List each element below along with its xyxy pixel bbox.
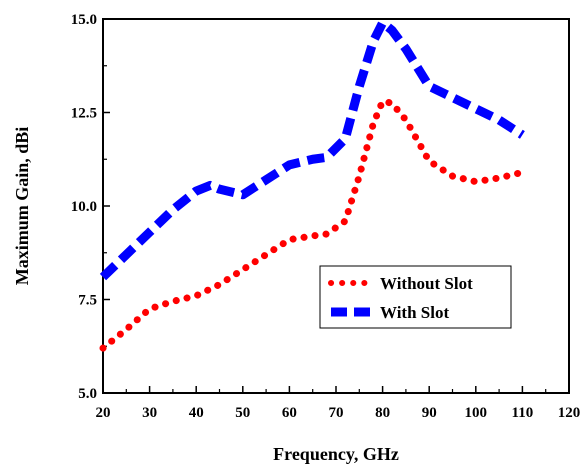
x-tick-label: 110	[512, 405, 534, 421]
legend-label-without-slot: Without Slot	[380, 274, 473, 293]
x-tick-label: 20	[96, 405, 111, 421]
legend: Without Slot With Slot	[319, 265, 512, 329]
y-tick-label: 15.0	[71, 12, 97, 28]
x-axis-title: Frequency, GHz	[273, 444, 399, 464]
x-tick-label: 70	[329, 405, 344, 421]
x-tick-label: 80	[375, 405, 390, 421]
series-line-without-slot	[99, 97, 526, 352]
series-line-with-slot	[99, 18, 525, 281]
x-tick-label: 40	[189, 405, 204, 421]
y-tick-label: 5.0	[78, 386, 97, 402]
legend-box	[319, 265, 512, 329]
y-tick-label: 12.5	[71, 106, 97, 122]
x-tick-label: 90	[422, 405, 437, 421]
axis-ticks: 20 30 40 50 60 70 80 90 100 110 120 5.0 7.5 10.0 12.5 1…	[71, 12, 581, 421]
x-tick-label: 60	[282, 405, 297, 421]
y-tick-label: 7.5	[78, 293, 97, 309]
x-tick-label: 50	[235, 405, 250, 421]
x-tick-label: 30	[142, 405, 157, 421]
series-layer	[99, 18, 526, 352]
legend-label-with-slot: With Slot	[380, 303, 449, 322]
y-tick-label: 10.0	[71, 199, 97, 215]
y-axis-title: Maximum Gain, dBi	[12, 127, 32, 286]
plot-frame	[102, 18, 570, 394]
x-tick-label: 120	[558, 405, 581, 421]
x-tick-label: 100	[465, 405, 488, 421]
